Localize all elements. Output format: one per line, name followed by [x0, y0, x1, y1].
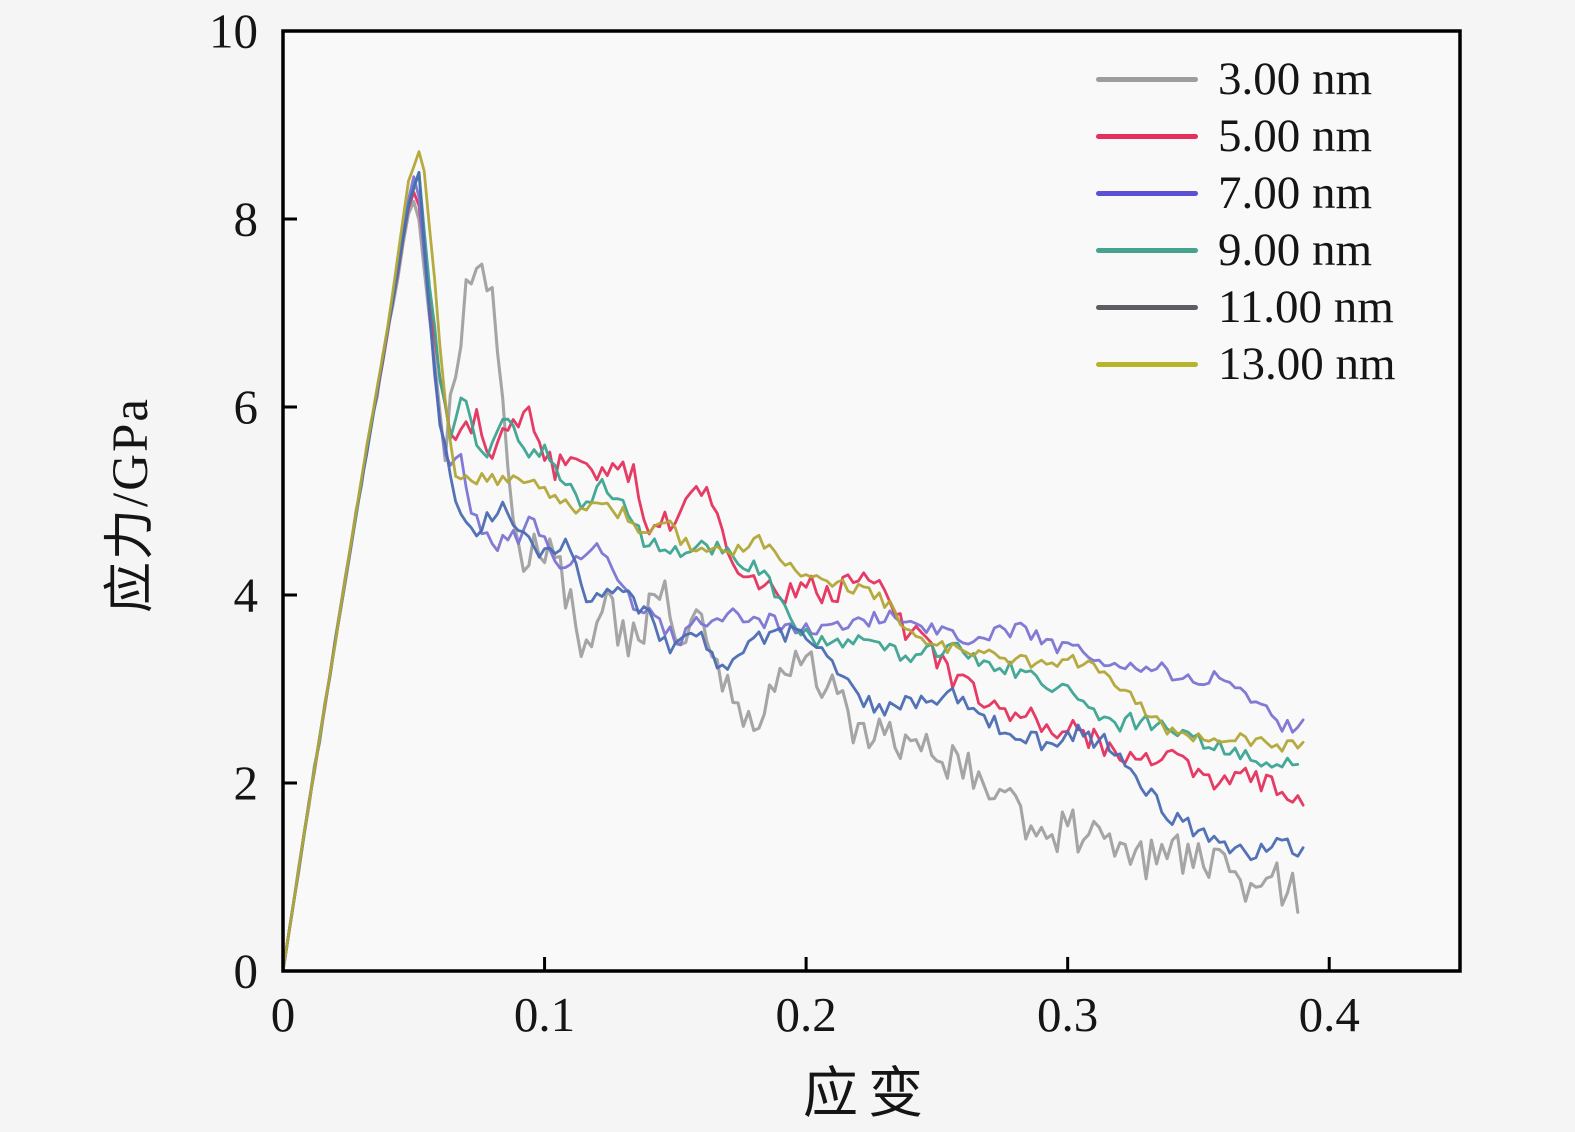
series-line-11.00-nm: [283, 170, 1305, 971]
y-tick-label-8: 8: [233, 191, 259, 247]
chart-legend: 3.00 nm 5.00 nm 7.00 nm 9.00 nm 11.00 nm 13.0…: [1096, 51, 1396, 393]
legend-label: 11.00 nm: [1218, 281, 1394, 333]
legend-label: 5.00 nm: [1218, 110, 1373, 162]
legend-label: 13.00 nm: [1218, 338, 1396, 390]
legend-item-9.00-nm: 9.00 nm: [1096, 222, 1396, 279]
x-tick-label-0.1: 0.1: [513, 987, 576, 1042]
legend-item-5.00-nm: 5.00 nm: [1096, 108, 1396, 165]
legend-item-11.00-nm: 11.00 nm: [1096, 279, 1396, 336]
legend-line-swatch: [1096, 134, 1198, 139]
y-tick-label-0: 0: [233, 943, 259, 999]
x-tick-label-0.2: 0.2: [775, 987, 837, 1042]
y-tick-label-6: 6: [233, 379, 259, 435]
legend-item-7.00-nm: 7.00 nm: [1096, 165, 1396, 222]
y-tick-label-2: 2: [233, 755, 259, 811]
y-tick-label-10: 10: [209, 3, 258, 59]
legend-label: 3.00 nm: [1218, 53, 1373, 105]
legend-line-swatch: [1096, 305, 1198, 310]
y-tick-label-4: 4: [233, 567, 259, 623]
x-tick-label-0.3: 0.3: [1037, 987, 1099, 1042]
legend-line-swatch: [1096, 362, 1198, 367]
series-line-9.00-nm: [283, 171, 1300, 971]
x-tick-label-0.4: 0.4: [1298, 987, 1360, 1042]
series-line-13.00-nm: [283, 150, 1305, 971]
legend-label: 9.00 nm: [1218, 224, 1373, 276]
series-line-3.00-nm: [283, 199, 1300, 971]
x-axis-title: 应变: [802, 1063, 934, 1124]
axes-frame: [281, 29, 1462, 973]
legend-line-swatch: [1096, 248, 1198, 253]
x-tick-label-0: 0: [270, 987, 296, 1042]
legend-item-3.00-nm: 3.00 nm: [1096, 51, 1396, 108]
legend-line-swatch: [1096, 77, 1198, 82]
plot-area: [283, 31, 1460, 971]
legend-line-swatch: [1096, 191, 1198, 196]
legend-label: 7.00 nm: [1218, 167, 1373, 219]
legend-item-13.00-nm: 13.00 nm: [1096, 336, 1396, 393]
series-line-5.00-nm: [283, 190, 1305, 971]
